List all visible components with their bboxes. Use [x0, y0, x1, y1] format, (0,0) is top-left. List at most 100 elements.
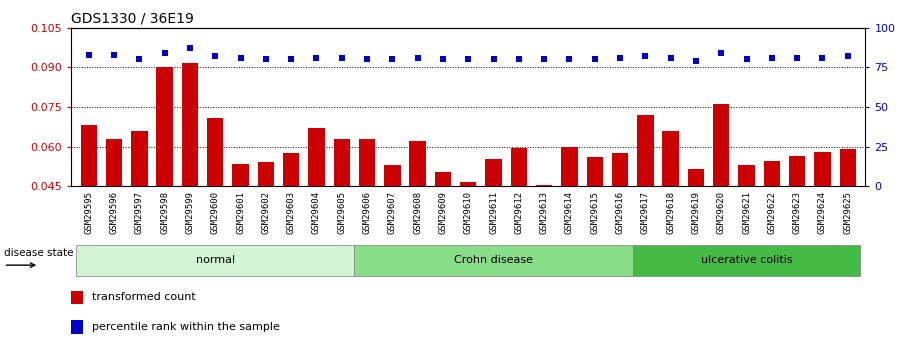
Text: normal: normal [196, 256, 235, 265]
Bar [561, 147, 578, 186]
Text: percentile rank within the sample: percentile rank within the sample [92, 322, 280, 332]
Point [714, 50, 729, 56]
Text: GSM29624: GSM29624 [818, 191, 827, 234]
Text: GSM29613: GSM29613 [539, 191, 548, 234]
Bar [232, 164, 249, 186]
Text: GSM29620: GSM29620 [717, 191, 726, 234]
Bar [637, 115, 653, 186]
Point [107, 52, 121, 57]
Bar [486, 158, 502, 186]
Bar [384, 165, 401, 186]
Point [158, 50, 172, 56]
Point [663, 55, 678, 60]
Text: GSM29612: GSM29612 [515, 191, 523, 234]
Point [284, 57, 299, 62]
Bar [333, 139, 350, 186]
Text: GSM29611: GSM29611 [489, 191, 498, 234]
Text: GSM29610: GSM29610 [464, 191, 473, 234]
Bar [359, 139, 375, 186]
Point [689, 58, 703, 64]
Bar [460, 181, 476, 186]
Bar [435, 172, 451, 186]
Bar [612, 153, 629, 186]
Bar [354, 245, 633, 276]
Text: ulcerative colitis: ulcerative colitis [701, 256, 793, 265]
Bar [80, 126, 97, 186]
Text: GSM29597: GSM29597 [135, 191, 144, 234]
Text: GSM29596: GSM29596 [109, 191, 118, 234]
Text: GSM29618: GSM29618 [666, 191, 675, 234]
Text: GSM29602: GSM29602 [261, 191, 271, 234]
Text: GSM29599: GSM29599 [186, 191, 194, 234]
Point [841, 53, 855, 59]
Bar [71, 321, 83, 334]
Text: GSM29619: GSM29619 [691, 191, 701, 234]
Bar [131, 131, 148, 186]
Bar [662, 131, 679, 186]
Text: GSM29616: GSM29616 [616, 191, 625, 234]
Text: GDS1330 / 36E19: GDS1330 / 36E19 [71, 11, 194, 25]
Text: GSM29622: GSM29622 [767, 191, 776, 234]
Point [512, 57, 527, 62]
Text: GSM29606: GSM29606 [363, 191, 372, 234]
Point [790, 55, 804, 60]
Point [562, 57, 577, 62]
Text: GSM29608: GSM29608 [414, 191, 422, 234]
Point [638, 53, 652, 59]
Bar [207, 118, 223, 186]
Bar [181, 63, 199, 186]
Bar [840, 149, 856, 186]
Point [461, 57, 476, 62]
Point [764, 55, 779, 60]
Point [410, 55, 425, 60]
Text: Crohn disease: Crohn disease [454, 256, 533, 265]
Text: GSM29595: GSM29595 [84, 191, 93, 234]
Bar [713, 104, 730, 186]
Point [360, 57, 374, 62]
Bar [536, 185, 552, 186]
Point [385, 57, 400, 62]
Text: disease state: disease state [4, 248, 73, 258]
Point [309, 55, 323, 60]
Bar [308, 128, 324, 186]
Text: GSM29601: GSM29601 [236, 191, 245, 234]
Bar [738, 165, 755, 186]
Text: GSM29623: GSM29623 [793, 191, 802, 234]
Text: GSM29604: GSM29604 [312, 191, 321, 234]
Point [739, 57, 753, 62]
Bar [814, 152, 831, 186]
Text: GSM29609: GSM29609 [438, 191, 447, 234]
Bar [283, 153, 300, 186]
Point [183, 46, 198, 51]
Text: GSM29600: GSM29600 [210, 191, 220, 234]
Text: GSM29598: GSM29598 [160, 191, 169, 234]
Text: GSM29607: GSM29607 [388, 191, 397, 234]
Bar [789, 156, 805, 186]
Bar [71, 291, 83, 304]
Text: GSM29603: GSM29603 [287, 191, 296, 234]
Bar [77, 245, 354, 276]
Point [537, 57, 551, 62]
Point [613, 55, 628, 60]
Text: transformed count: transformed count [92, 293, 196, 303]
Bar [688, 169, 704, 186]
Point [435, 57, 450, 62]
Bar [633, 245, 860, 276]
Text: GSM29617: GSM29617 [640, 191, 650, 234]
Bar [587, 157, 603, 186]
Text: GSM29615: GSM29615 [590, 191, 599, 234]
Bar [106, 139, 122, 186]
Text: GSM29605: GSM29605 [337, 191, 346, 234]
Point [132, 57, 147, 62]
Point [486, 57, 501, 62]
Bar [157, 67, 173, 186]
Bar [258, 162, 274, 186]
Point [815, 55, 830, 60]
Text: GSM29614: GSM29614 [565, 191, 574, 234]
Point [81, 52, 96, 57]
Point [588, 57, 602, 62]
Point [233, 55, 248, 60]
Bar [763, 161, 780, 186]
Point [259, 57, 273, 62]
Text: GSM29625: GSM29625 [844, 191, 853, 234]
